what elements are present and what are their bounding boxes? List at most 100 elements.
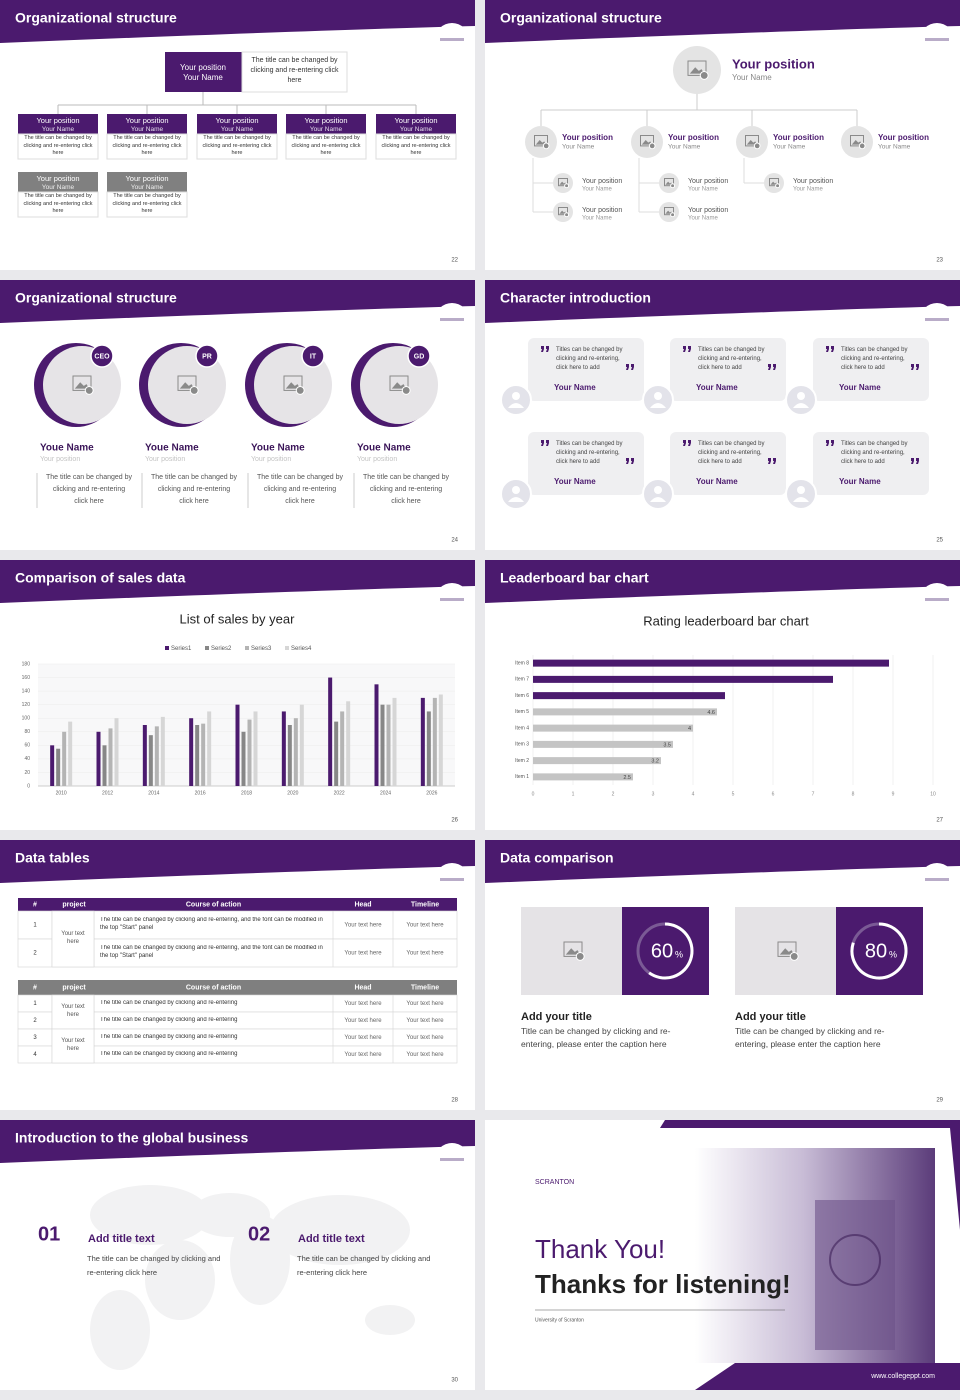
close-quote-mark — [911, 458, 919, 464]
member-role: Your position — [40, 456, 80, 463]
y-tick-label: Item 8 — [515, 660, 529, 666]
x-tick-label: 2012 — [102, 790, 113, 796]
x-tick-label: 2020 — [287, 790, 298, 796]
image-icon — [664, 207, 676, 218]
open-quote-mark — [683, 346, 691, 352]
item-desc-box: The title can be changed by clicking and… — [87, 1254, 221, 1277]
card-name: Your Name — [696, 383, 738, 392]
slide-header — [0, 1120, 475, 1163]
icon-mountain — [779, 948, 795, 955]
logo-mark — [925, 598, 949, 601]
member-header — [18, 172, 98, 192]
bar — [148, 735, 153, 786]
slide-header — [0, 840, 475, 883]
member-position: Your position — [125, 116, 168, 125]
table-cell: The title can be changed by clicking and… — [100, 1034, 238, 1040]
heading: Thank You! — [535, 1234, 665, 1264]
table-cell: The title can be changed by clicking and… — [100, 1000, 238, 1006]
bar — [533, 757, 661, 765]
child-position: Your position — [688, 207, 728, 214]
slide: Introduction to the global business 30 01 A… — [0, 1120, 475, 1390]
legend-label: Series3 — [251, 646, 272, 652]
avatar-body — [650, 403, 666, 408]
x-tick-label: 3 — [652, 791, 655, 797]
value-label: 4 — [688, 726, 691, 732]
logo-mark — [925, 318, 949, 321]
table-cell: Your text here — [344, 923, 382, 929]
item-title: Add your title — [521, 1011, 592, 1023]
table-cell: 2 — [33, 951, 37, 957]
logo-mark — [440, 878, 464, 881]
item-title: Add title text — [88, 1233, 155, 1245]
bar — [334, 721, 339, 786]
icon-plus — [699, 70, 709, 80]
bar — [108, 728, 113, 786]
card-quote-box: Titles can be changed by clicking and re… — [698, 441, 765, 465]
icon-frame — [777, 941, 797, 957]
member-desc-box: The title can be changed by clicking and… — [151, 474, 237, 505]
table-cell: The title can be changed by clicking and… — [100, 945, 323, 959]
table-cell-box: The title can be changed by clicking and… — [100, 1017, 237, 1023]
bar — [328, 677, 333, 786]
x-tick-label: 1 — [572, 791, 575, 797]
slide-header — [0, 0, 475, 43]
card-quote: Titles can be changed by clicking and re… — [841, 347, 908, 371]
bar — [160, 716, 165, 786]
slide-background — [485, 0, 960, 270]
member-name: Your Name — [221, 126, 254, 133]
bar — [287, 725, 292, 786]
bar — [253, 711, 258, 786]
member-desc: The title can be changed by clicking and… — [363, 474, 449, 505]
item-title: Add your title — [735, 1011, 806, 1023]
member-position: Your position — [36, 174, 79, 183]
member-name: Your Name — [878, 144, 911, 151]
close-quote-mark — [626, 458, 634, 464]
bar — [432, 697, 437, 786]
bar — [201, 723, 206, 786]
member-name: Your Name — [562, 144, 595, 151]
icon-mountain — [74, 382, 90, 389]
bar — [241, 731, 246, 786]
x-tick-label: 2016 — [195, 790, 206, 796]
member-desc: The title can be changed by clicking and… — [291, 135, 361, 156]
member-desc-frame — [285, 133, 367, 160]
member-header — [18, 114, 98, 134]
bar — [281, 711, 286, 786]
item-desc-box: The title can be changed by clicking and… — [297, 1254, 430, 1277]
bar — [392, 697, 397, 786]
y-tick-label: 160 — [22, 675, 31, 681]
icon-frame — [664, 207, 674, 216]
card — [528, 432, 644, 495]
x-tick-label: 2014 — [148, 790, 159, 796]
card — [813, 338, 929, 401]
item-desc-box: Title can be changed by clicking and re-… — [521, 1026, 670, 1049]
table-header-cell: Timeline — [411, 901, 439, 908]
x-tick-label: 6 — [772, 791, 775, 797]
icon-frame — [72, 375, 92, 391]
member-name: Your Name — [42, 184, 75, 191]
y-tick-label: Item 4 — [515, 725, 529, 731]
image-icon — [850, 135, 866, 150]
y-tick-label: 120 — [22, 702, 31, 708]
page-number: 29 — [936, 1098, 943, 1104]
table-cell: 1 — [33, 923, 37, 929]
value-label: 2.5 — [623, 775, 631, 781]
x-tick-label: 7 — [812, 791, 815, 797]
x-tick-label: 2 — [612, 791, 615, 797]
table-cell-box: The title can be changed by clicking and… — [100, 1034, 238, 1040]
item-desc: The title can be changed by clicking and… — [87, 1254, 221, 1277]
member-name: Your Name — [400, 126, 433, 133]
member-desc: The title can be changed by clicking and… — [23, 193, 93, 214]
project-text-box: Your text here — [61, 1004, 84, 1018]
close-quote-mark — [911, 364, 919, 370]
image-icon — [558, 207, 570, 218]
icon-mountain — [565, 948, 581, 955]
member-header — [107, 114, 187, 134]
member-desc: The title can be changed by clicking and… — [202, 135, 272, 156]
icon-mountain — [285, 382, 301, 389]
member-desc-frame — [17, 191, 99, 218]
child-name: Your Name — [688, 216, 718, 222]
